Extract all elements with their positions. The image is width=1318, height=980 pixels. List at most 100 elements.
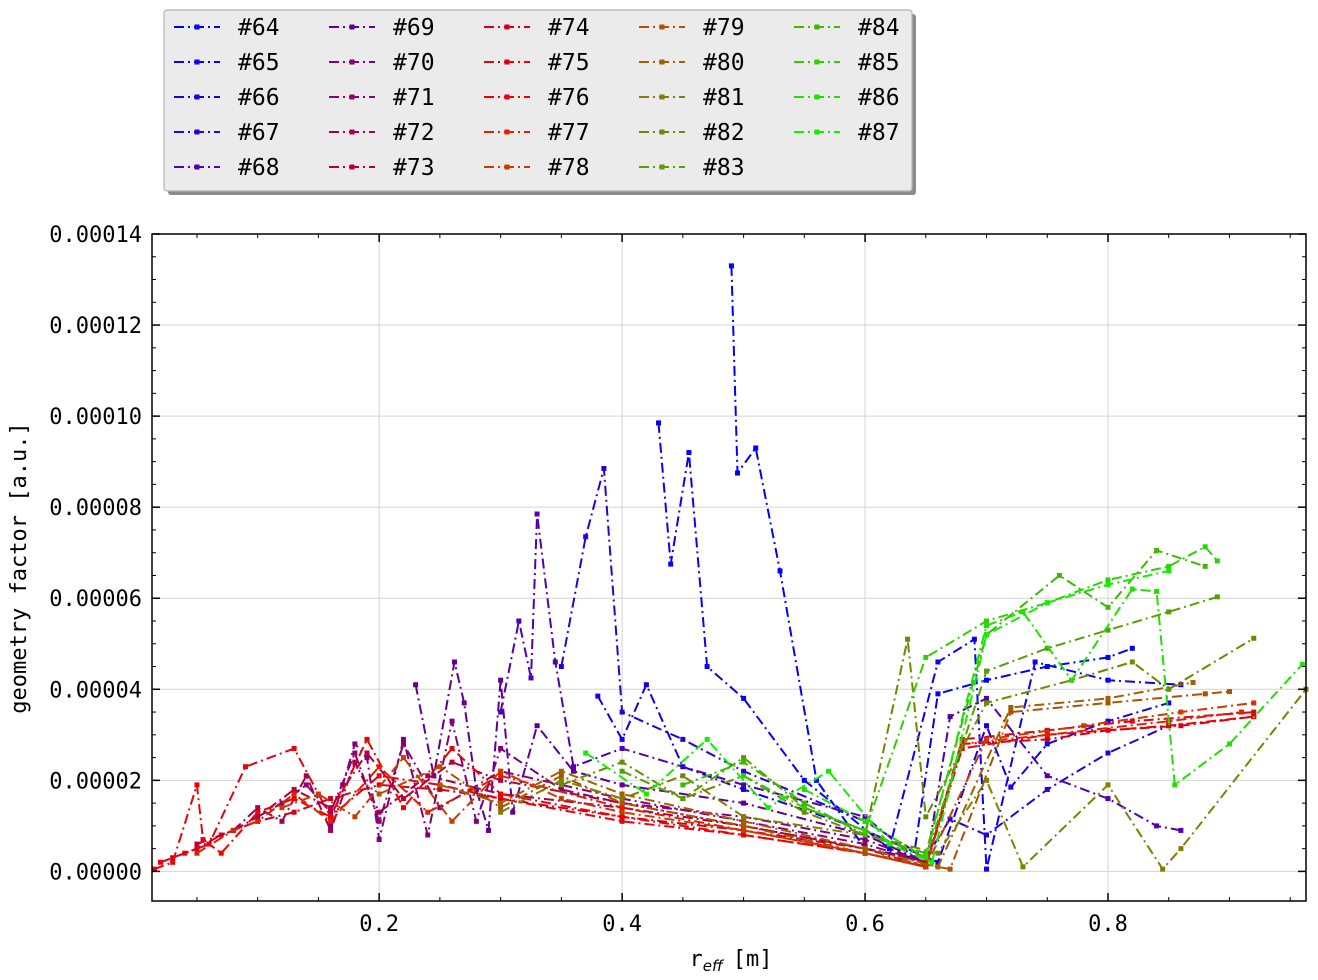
legend-entry-64: #64 (174, 15, 280, 41)
data-point (437, 764, 443, 770)
legend-label: #84 (858, 15, 900, 41)
data-point (328, 796, 334, 802)
data-point (619, 791, 625, 797)
legend-marker (659, 94, 665, 100)
data-point (680, 773, 686, 779)
data-point (328, 827, 334, 833)
data-point (1056, 572, 1062, 578)
ticks (152, 233, 1306, 901)
legend-marker (194, 24, 200, 30)
data-point (558, 777, 564, 783)
data-point (1178, 723, 1184, 729)
y-tick-label: 0.00004 (49, 678, 142, 703)
data-point (194, 850, 200, 856)
tick-labels: 0.2 0.4 0.6 0.8 0.00000 0.00002 0.00004 0.00006… (49, 223, 1128, 937)
legend-marker (349, 129, 355, 135)
data-point (801, 800, 807, 806)
data-point (741, 782, 747, 788)
data-point (151, 866, 157, 872)
legend-entry-69: #69 (329, 15, 435, 41)
series-line (172, 715, 1254, 869)
data-point (984, 866, 990, 872)
data-point (558, 786, 564, 792)
data-point (158, 859, 164, 865)
series-line (730, 265, 1133, 859)
legend-label: #68 (238, 155, 280, 181)
data-point (1251, 709, 1257, 715)
data-point (291, 796, 297, 802)
y-tick-label: 0.00014 (49, 223, 142, 248)
legend-entry-76: #76 (484, 85, 590, 111)
data-point (510, 809, 516, 815)
legend-label: #87 (858, 120, 900, 146)
series-69 (413, 659, 929, 865)
data-point (449, 745, 455, 751)
legend-entry-67: #67 (174, 120, 280, 146)
data-point (728, 263, 734, 269)
y-tick-label: 0.00012 (49, 314, 142, 339)
legend-entry-75: #75 (484, 50, 590, 76)
data-point (279, 818, 285, 824)
data-point (947, 866, 953, 872)
data-point (552, 659, 558, 665)
legend-entry-79: #79 (639, 15, 745, 41)
data-point (400, 796, 406, 802)
legend-marker (349, 24, 355, 30)
data-point (400, 741, 406, 747)
data-point (1044, 600, 1050, 606)
legend-marker (194, 94, 200, 100)
series-line (329, 720, 927, 864)
y-tick-label: 0.00008 (49, 496, 142, 521)
data-point (449, 818, 455, 824)
data-point (984, 736, 990, 742)
data-point (984, 668, 990, 674)
data-point (741, 832, 747, 838)
data-point (1105, 654, 1111, 660)
data-point (741, 786, 747, 792)
legend-entry-71: #71 (329, 85, 435, 111)
series-77 (194, 709, 1245, 870)
data-point (741, 768, 747, 774)
data-point (1202, 691, 1208, 697)
data-point (947, 816, 953, 822)
data-point (583, 534, 589, 540)
data-point (200, 837, 206, 843)
data-point (1178, 709, 1184, 715)
data-point (534, 723, 540, 729)
data-point (498, 773, 504, 779)
data-point (400, 805, 406, 811)
data-point (813, 777, 819, 783)
data-point (1178, 827, 1184, 833)
data-point (619, 809, 625, 815)
data-point (1172, 782, 1178, 788)
legend-marker (504, 164, 510, 170)
legend-marker (814, 129, 820, 135)
data-point (595, 693, 601, 699)
series-line (196, 711, 1242, 869)
data-point (558, 796, 564, 802)
data-point (741, 695, 747, 701)
data-point (1020, 864, 1026, 870)
data-point (449, 759, 455, 765)
data-point (1202, 563, 1208, 569)
data-point (1044, 664, 1050, 670)
legend-entry-72: #72 (329, 120, 435, 146)
series-line (803, 588, 1304, 860)
data-point (352, 750, 358, 756)
x-tick-label: 0.2 (359, 912, 399, 937)
series-line (154, 715, 1254, 871)
y-axis-label: geometry factor [a.u.] (7, 422, 32, 713)
data-point (619, 709, 625, 715)
x-axis-label-unit: [m] (733, 947, 773, 972)
legend-marker (194, 59, 200, 65)
data-point (704, 664, 710, 670)
data-point (1044, 786, 1050, 792)
legend-marker (814, 59, 820, 65)
data-point (291, 809, 297, 815)
data-point (1008, 709, 1014, 715)
data-point (400, 736, 406, 742)
legend-label: #71 (393, 85, 435, 111)
data-point (1044, 741, 1050, 747)
data-point (291, 745, 297, 751)
data-point (1105, 695, 1111, 701)
